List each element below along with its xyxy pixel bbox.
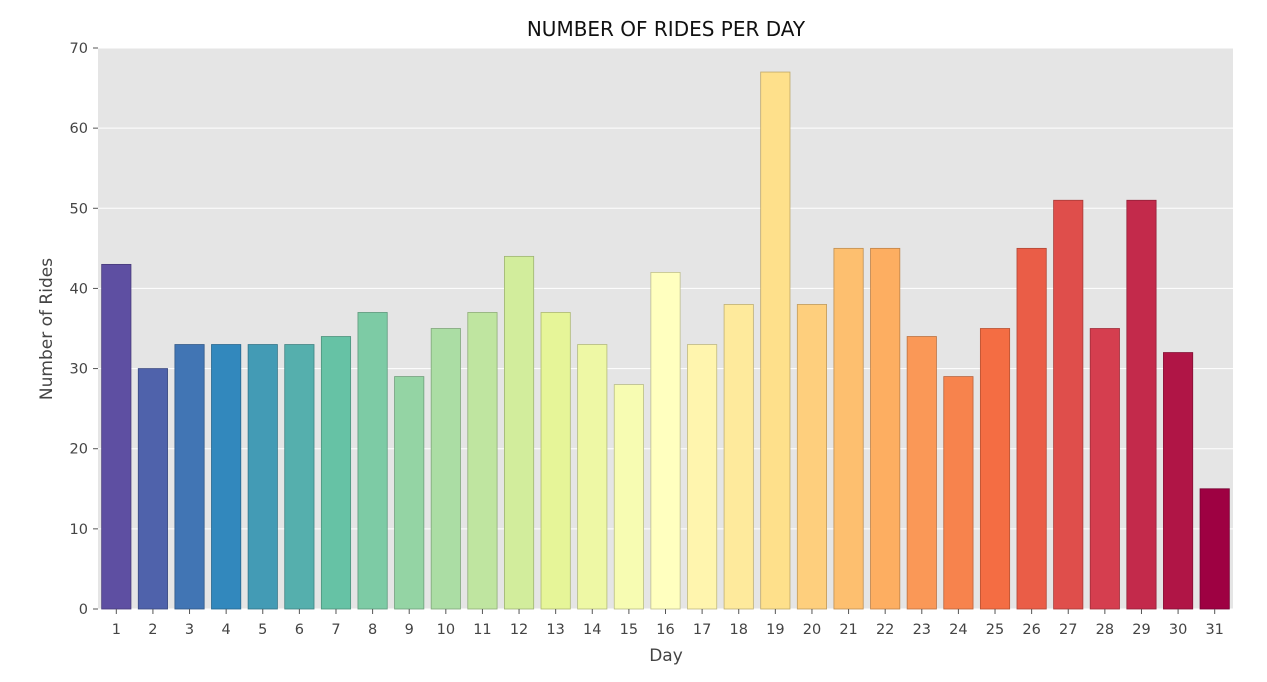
- bar-day-14: [577, 344, 608, 610]
- bar-day-16: [650, 271, 681, 610]
- x-tick-label: 13: [546, 622, 564, 638]
- x-tick-label: 9: [405, 622, 414, 638]
- x-tick-label: 16: [656, 622, 674, 638]
- x-tick-label: 31: [1205, 622, 1223, 638]
- bar-day-22: [870, 247, 901, 610]
- x-tick-label: 28: [1096, 622, 1114, 638]
- x-tick-label: 3: [185, 622, 194, 638]
- y-tick-label: 70: [70, 41, 88, 57]
- x-tick-label: 22: [876, 622, 894, 638]
- bar-day-31: [1199, 488, 1230, 610]
- x-tick-label: 29: [1132, 622, 1150, 638]
- bar-day-15: [613, 384, 644, 610]
- bar-day-20: [796, 304, 827, 610]
- x-tick-label: 27: [1059, 622, 1077, 638]
- y-tick-label: 20: [70, 442, 88, 458]
- bar-day-4: [211, 344, 242, 610]
- y-axis-ticks: 0 10 20 30 40 50 60 70: [70, 41, 98, 618]
- x-tick-label: 14: [583, 622, 601, 638]
- x-tick-label: 11: [473, 622, 491, 638]
- y-tick-label: 0: [79, 602, 88, 618]
- bar-day-17: [687, 344, 718, 610]
- x-tick-label: 6: [295, 622, 304, 638]
- x-tick-label: 18: [729, 622, 747, 638]
- y-tick-label: 50: [70, 201, 88, 217]
- bar-day-11: [467, 312, 498, 610]
- bar-day-6: [284, 344, 315, 610]
- bar-day-2: [137, 368, 168, 610]
- chart-title: NUMBER OF RIDES PER DAY: [527, 17, 806, 41]
- bar-day-8: [357, 312, 388, 610]
- bar-day-27: [1053, 199, 1084, 610]
- x-tick-label: 26: [1022, 622, 1040, 638]
- y-tick-label: 40: [70, 281, 88, 297]
- bar-day-29: [1126, 199, 1157, 610]
- bar-day-26: [1016, 247, 1047, 610]
- x-tick-label: 12: [510, 622, 528, 638]
- y-tick-label: 30: [70, 362, 88, 378]
- y-tick-label: 60: [70, 121, 88, 137]
- y-tick-label: 10: [70, 522, 88, 538]
- x-tick-label: 25: [986, 622, 1004, 638]
- bar-day-30: [1163, 352, 1194, 610]
- bar-day-9: [394, 376, 425, 610]
- x-tick-label: 17: [693, 622, 711, 638]
- x-tick-label: 24: [949, 622, 967, 638]
- x-tick-label: 8: [368, 622, 377, 638]
- bars: [101, 71, 1230, 610]
- bar-day-10: [430, 328, 461, 610]
- x-tick-label: 19: [766, 622, 784, 638]
- x-tick-label: 4: [222, 622, 231, 638]
- bar-day-21: [833, 247, 864, 610]
- x-tick-label: 30: [1169, 622, 1187, 638]
- bar-day-3: [174, 344, 205, 610]
- bar-day-13: [540, 312, 571, 610]
- x-tick-label: 1: [112, 622, 121, 638]
- bar-day-1: [101, 263, 132, 610]
- x-tick-label: 10: [437, 622, 455, 638]
- x-tick-label: 5: [258, 622, 267, 638]
- x-tick-label: 21: [839, 622, 857, 638]
- bar-day-28: [1089, 328, 1120, 610]
- x-axis-label: Day: [649, 646, 683, 666]
- bar-day-12: [504, 255, 535, 610]
- x-axis-ticks: 1 2 3 4 5 6 7 8 9 10 11 12 13 14 15 16 17 18 19 20 21 22 23 24 2…: [112, 609, 1224, 638]
- bar-day-23: [906, 336, 937, 610]
- y-axis-label: Number of Rides: [37, 258, 57, 400]
- x-tick-label: 15: [620, 622, 638, 638]
- x-tick-label: 23: [913, 622, 931, 638]
- bar-day-19: [760, 71, 791, 610]
- bar-day-24: [943, 376, 974, 610]
- bar-day-25: [979, 328, 1011, 610]
- bar-day-7: [320, 336, 352, 610]
- bar-day-5: [247, 344, 278, 610]
- bar-day-18: [723, 304, 754, 610]
- x-tick-label: 2: [148, 622, 157, 638]
- x-tick-label: 20: [803, 622, 821, 638]
- x-tick-label: 7: [331, 622, 340, 638]
